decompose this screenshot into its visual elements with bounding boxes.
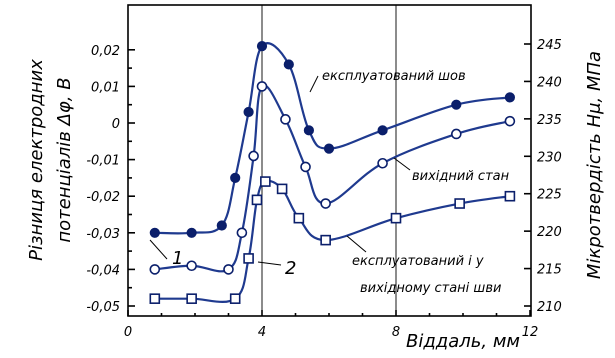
data-point-open-square xyxy=(229,293,241,304)
y-left-tick-label: -0,03 xyxy=(86,227,120,242)
data-point-filled-circle xyxy=(216,220,227,231)
data-point-open-circle xyxy=(504,115,516,127)
data-point-open-circle xyxy=(256,81,268,92)
data-point-open-circle xyxy=(300,161,311,173)
x-tick-label: 4 xyxy=(258,325,266,340)
data-point-open-circle xyxy=(186,260,197,272)
axes-layer xyxy=(127,4,532,317)
data-point-open-square xyxy=(149,293,161,304)
y-left-tick-label: 0 xyxy=(112,117,120,132)
y-right-tick-label: 230 xyxy=(537,150,562,165)
x-tick-label: 8 xyxy=(392,325,400,340)
data-point-open-circle xyxy=(320,198,331,209)
data-point-open-circle xyxy=(248,150,259,162)
data-point-open-square xyxy=(390,212,402,224)
y-right-tick-label: 245 xyxy=(537,38,562,53)
y-right-tick-label: 235 xyxy=(537,113,562,128)
data-point-filled-circle xyxy=(243,106,254,118)
leader-series-3 xyxy=(346,235,367,253)
y-left-tick-label: -0,01 xyxy=(86,154,120,169)
grid-layer xyxy=(261,5,397,316)
leader-series-2 xyxy=(393,157,411,171)
annotation-series-3-line1: експлуатований і у xyxy=(352,254,484,269)
data-point-filled-circle xyxy=(323,143,335,154)
leader-number-2 xyxy=(257,261,282,266)
y-right-tick-label: 215 xyxy=(537,263,562,278)
data-point-filled-circle xyxy=(256,41,268,52)
leader-series-1 xyxy=(309,75,319,93)
data-point-open-circle xyxy=(223,264,234,275)
data-point-open-circle xyxy=(280,114,291,125)
y-left-tick-label: -0,05 xyxy=(86,300,120,315)
y-right-tick-label: 225 xyxy=(537,188,562,203)
annotation-series-3-line2: вихідному стані шви xyxy=(360,281,501,296)
data-point-open-square xyxy=(243,253,254,264)
y-left-axis-label-line2: потенціалів Δφ, В xyxy=(54,77,75,242)
annotation-series-1: експлуатований шов xyxy=(322,69,466,84)
data-point-filled-circle xyxy=(230,172,241,183)
y-right-tick-label: 240 xyxy=(537,75,562,90)
data-point-open-square xyxy=(454,198,465,209)
y-right-axis-label: Мікротвердість Hμ, МПа xyxy=(584,51,605,279)
data-point-open-circle xyxy=(450,128,462,140)
data-point-open-square xyxy=(504,190,516,202)
y-left-axis-label-line1: Різниця електродних xyxy=(26,59,47,261)
text-layer: 0 4 8 120,020,010-0,01-0,02-0,03-0,04-0,052… xyxy=(26,38,605,352)
data-point-open-circle xyxy=(149,264,161,275)
y-right-tick-label: 220 xyxy=(537,225,562,240)
x-tick-label: 12 xyxy=(522,325,539,340)
data-point-open-circle xyxy=(236,227,248,239)
data-point-open-square xyxy=(293,212,305,224)
curve-number-2: 2 xyxy=(285,258,296,279)
data-point-filled-circle xyxy=(451,99,462,110)
y-left-tick-label: -0,04 xyxy=(86,263,120,278)
data-point-filled-circle xyxy=(377,125,388,136)
data-point-open-square xyxy=(260,176,271,187)
data-point-filled-circle xyxy=(303,125,314,136)
markers-layer xyxy=(149,41,516,304)
y-left-tick-label: 0,02 xyxy=(91,44,120,59)
x-axis-label: Віддаль, мм xyxy=(406,331,520,352)
data-point-open-circle xyxy=(377,157,388,169)
data-point-filled-circle xyxy=(149,227,160,238)
y-left-tick-label: 0,01 xyxy=(91,80,120,95)
annotation-series-2: вихідний стан xyxy=(412,169,510,184)
leader-number-1 xyxy=(149,239,168,260)
data-point-open-square xyxy=(251,194,263,206)
data-point-open-square xyxy=(320,234,331,246)
data-point-filled-circle xyxy=(186,227,197,238)
x-tick-label: 0 xyxy=(124,325,132,340)
data-point-open-square xyxy=(276,183,288,195)
data-point-open-square xyxy=(186,293,197,304)
curve-number-1: 1 xyxy=(172,248,183,269)
y-right-tick-label: 210 xyxy=(537,300,562,315)
data-point-filled-circle xyxy=(504,92,515,103)
y-left-tick-label: -0,02 xyxy=(86,190,120,205)
data-point-filled-circle xyxy=(283,59,294,70)
